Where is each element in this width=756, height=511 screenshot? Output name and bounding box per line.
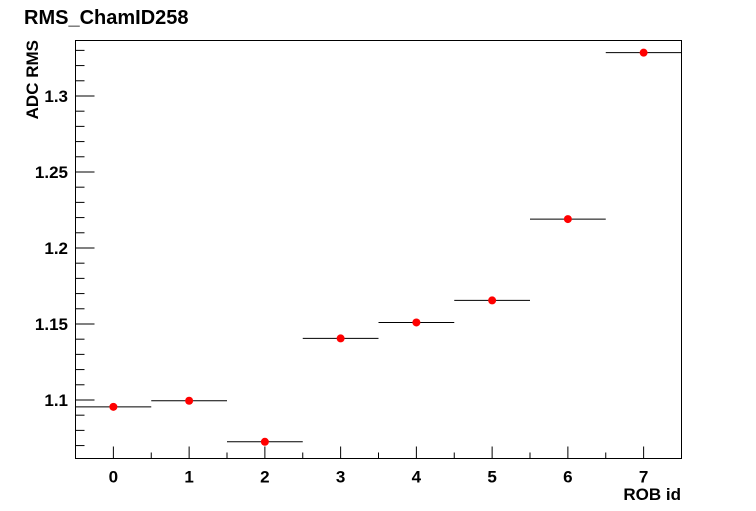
x-tick-label: 6 (563, 468, 572, 487)
x-tick-label: 7 (639, 468, 648, 487)
data-point (488, 296, 497, 305)
x-tick-label: 0 (109, 468, 118, 487)
data-point (639, 48, 648, 57)
chart-title: RMS_ChamID258 (24, 7, 189, 29)
data-point (185, 396, 194, 405)
y-tick-label: 1.1 (44, 391, 68, 410)
data-layer (75, 48, 682, 446)
y-axis-label: ADC RMS (23, 40, 42, 119)
x-tick-label: 1 (184, 468, 193, 487)
data-point (412, 318, 421, 327)
data-point (336, 334, 345, 343)
x-axis: 0 1 2 3 4 5 6 7 (109, 446, 648, 487)
y-tick-label: 1.2 (44, 239, 68, 258)
x-tick-label: 5 (487, 468, 496, 487)
data-point (260, 437, 269, 446)
x-tick-label: 4 (412, 468, 422, 487)
x-tick-label: 3 (336, 468, 345, 487)
y-axis: 1.1 1.15 1.2 1.25 1.3 (35, 49, 95, 447)
x-tick-label: 2 (260, 468, 269, 487)
plot-frame (75, 40, 682, 459)
y-tick-label: 1.25 (35, 163, 68, 182)
y-tick-label: 1.3 (44, 87, 68, 106)
data-point (563, 215, 572, 224)
data-point (109, 402, 118, 411)
y-tick-label: 1.15 (35, 315, 68, 334)
x-axis-label: ROB id (623, 485, 681, 504)
